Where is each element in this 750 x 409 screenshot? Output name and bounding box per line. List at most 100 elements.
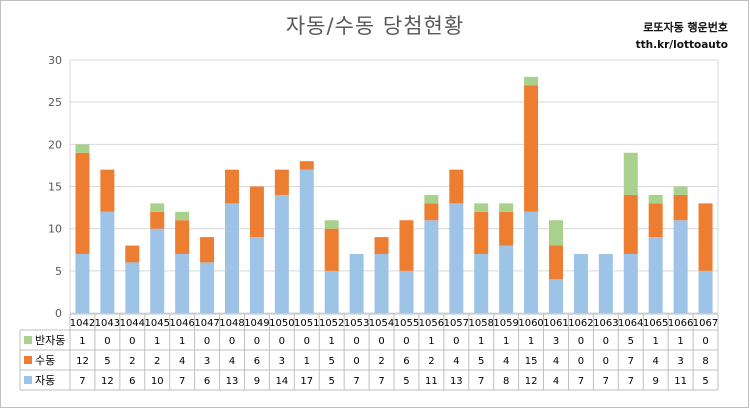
category-label: 1049 <box>244 318 269 329</box>
data-label: 1 <box>79 336 85 347</box>
category-label: 1045 <box>145 318 170 329</box>
bar-segment <box>125 262 139 313</box>
data-label: 17 <box>300 376 313 387</box>
data-label: 15 <box>525 356 538 367</box>
bar-segment <box>474 254 488 313</box>
category-label: 1062 <box>568 318 593 329</box>
data-label: 11 <box>425 376 438 387</box>
bar-segment <box>399 220 413 271</box>
data-label: 3 <box>677 356 683 367</box>
bar-segment <box>100 212 114 313</box>
data-label: 0 <box>578 336 584 347</box>
legend-label: 반자동 <box>35 334 65 347</box>
legend-swatch <box>24 376 32 384</box>
data-label: 5 <box>329 356 335 367</box>
data-label: 5 <box>403 376 409 387</box>
bar-segment <box>674 220 688 313</box>
legend-label: 자동 <box>35 374 55 387</box>
category-label: 1046 <box>169 318 194 329</box>
bar-segment <box>200 262 214 313</box>
bars <box>75 77 712 313</box>
data-label: 1 <box>179 336 185 347</box>
bar-segment <box>225 170 239 204</box>
data-label: 2 <box>129 356 135 367</box>
data-label: 0 <box>304 336 310 347</box>
bar-segment <box>125 246 139 263</box>
data-label: 0 <box>104 336 110 347</box>
data-label: 1 <box>503 336 509 347</box>
y-tick-label: 15 <box>48 181 62 194</box>
data-label: 13 <box>226 376 239 387</box>
data-label: 0 <box>403 336 409 347</box>
category-label: 1044 <box>120 318 145 329</box>
category-label: 1052 <box>319 318 344 329</box>
y-tick-label: 25 <box>48 96 62 109</box>
data-label: 0 <box>603 356 609 367</box>
data-label: 1 <box>304 356 310 367</box>
data-label: 7 <box>378 376 384 387</box>
data-label: 4 <box>553 356 559 367</box>
bar-segment <box>674 195 688 220</box>
category-label: 1054 <box>369 318 394 329</box>
bar-segment <box>649 203 663 237</box>
data-label: 8 <box>702 356 708 367</box>
bar-segment <box>624 195 638 254</box>
category-label: 1059 <box>493 318 518 329</box>
gridlines <box>70 60 718 313</box>
y-tick-label: 5 <box>55 265 62 278</box>
data-label: 6 <box>403 356 409 367</box>
data-label: 9 <box>254 376 260 387</box>
data-label: 12 <box>101 376 114 387</box>
bar-segment <box>250 187 264 238</box>
bar-segment <box>524 212 538 313</box>
bar-segment <box>375 237 389 254</box>
data-label: 0 <box>204 336 210 347</box>
bar-segment <box>699 271 713 313</box>
data-label: 6 <box>129 376 135 387</box>
data-label: 3 <box>279 356 285 367</box>
y-tick-label: 30 <box>48 54 62 67</box>
category-label: 1067 <box>693 318 718 329</box>
bar-segment <box>649 195 663 203</box>
data-label: 0 <box>353 356 359 367</box>
bar-segment <box>175 254 189 313</box>
data-label: 5 <box>329 376 335 387</box>
bar-segment <box>325 271 339 313</box>
data-label: 5 <box>702 376 708 387</box>
data-label: 7 <box>179 376 185 387</box>
data-label: 0 <box>279 336 285 347</box>
data-table: 1042 1043 1044 1045 1046 1047 1048 1049 1050 1051… <box>20 314 718 390</box>
bar-segment <box>325 220 339 228</box>
data-label: 2 <box>378 356 384 367</box>
data-label: 0 <box>254 336 260 347</box>
data-label: 0 <box>378 336 384 347</box>
category-label: 1064 <box>618 318 643 329</box>
data-label: 11 <box>674 376 687 387</box>
bar-segment <box>150 203 164 211</box>
bar-segment <box>200 237 214 262</box>
bar-segment <box>175 212 189 220</box>
data-label: 0 <box>603 336 609 347</box>
bar-segment <box>499 246 513 313</box>
bar-segment <box>574 254 588 313</box>
data-label: 5 <box>104 356 110 367</box>
legend-swatch <box>24 356 32 364</box>
bar-segment <box>474 203 488 211</box>
data-label: 1 <box>329 336 335 347</box>
bar-segment <box>424 220 438 313</box>
y-tick-label: 20 <box>48 138 62 151</box>
data-label: 4 <box>503 356 509 367</box>
data-label: 9 <box>653 376 659 387</box>
data-label: 0 <box>578 356 584 367</box>
bar-segment <box>75 144 89 152</box>
category-label: 1058 <box>469 318 494 329</box>
bar-segment <box>250 237 264 313</box>
category-label: 1048 <box>219 318 244 329</box>
bar-segment <box>424 203 438 220</box>
data-label: 1 <box>428 336 434 347</box>
category-label: 1056 <box>419 318 444 329</box>
data-label: 13 <box>450 376 463 387</box>
data-label: 7 <box>79 376 85 387</box>
bar-segment <box>474 212 488 254</box>
